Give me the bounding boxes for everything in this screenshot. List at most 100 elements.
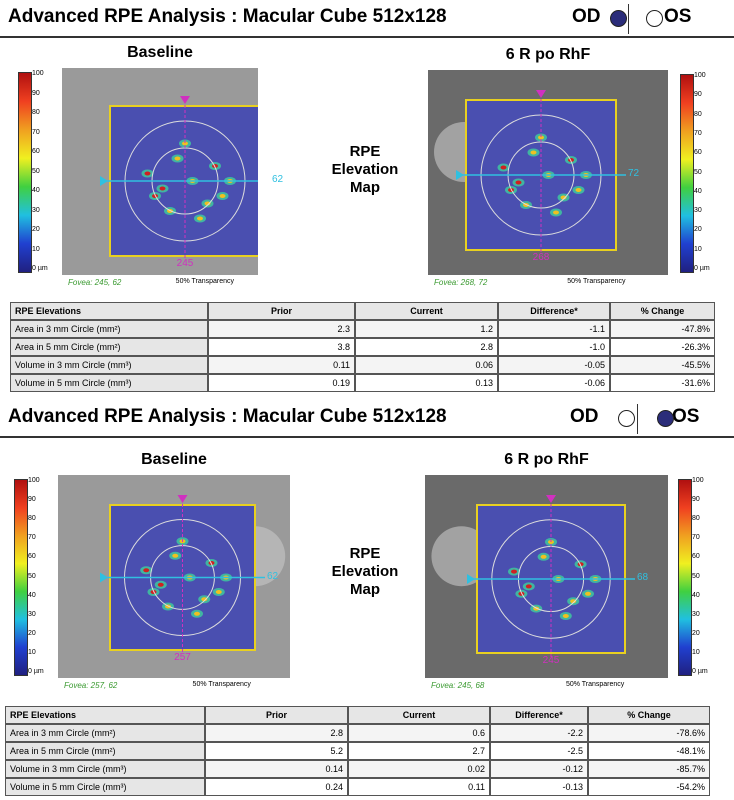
- left-marker: [467, 574, 475, 584]
- table-cell: -78.6%: [588, 724, 710, 742]
- od-label: OD: [572, 6, 601, 27]
- left-marker: [456, 170, 464, 180]
- colorbar-label: 10: [32, 245, 40, 253]
- colorbar-label: 80: [32, 109, 40, 116]
- colorbar-label: 10: [28, 648, 36, 656]
- colorbar-label: 90: [28, 496, 36, 504]
- image-title: Baseline: [127, 44, 193, 61]
- table-cell: -2.2: [490, 724, 588, 742]
- table-cell: -0.12: [490, 760, 588, 778]
- x-marker: 268: [532, 252, 550, 263]
- table-cell: -1.1: [498, 320, 610, 338]
- table-cell: 0.11: [348, 778, 490, 796]
- table-cell: Volume in 5 mm Circle (mm³): [10, 374, 208, 392]
- top-marker: [536, 90, 546, 98]
- colorbar-label: 30: [692, 610, 700, 618]
- elevation-peak: [159, 186, 166, 191]
- colorbar-label: 60: [692, 553, 700, 561]
- colorbar-label: 40: [694, 187, 702, 195]
- eye-separator: [637, 404, 638, 434]
- table-cell: -54.2%: [588, 778, 710, 796]
- colorbar-label: 30: [32, 206, 40, 214]
- table-cell: 2.3: [208, 320, 355, 338]
- elevation-peak: [553, 210, 559, 215]
- table-cell: -45.5%: [610, 356, 715, 374]
- colorbar-label: 70: [28, 534, 36, 542]
- table-cell: -0.06: [498, 374, 610, 392]
- colorbar-label: 0 µm: [32, 265, 48, 272]
- table-cell: 0.06: [355, 356, 498, 374]
- elevation-peak: [219, 194, 226, 198]
- elevation-peak: [562, 614, 569, 618]
- elevation-peak: [570, 599, 577, 604]
- elevation-peak: [157, 582, 164, 587]
- fovea-label: Fovea: 245, 62: [68, 278, 122, 287]
- colorbar-label: 40: [32, 187, 40, 194]
- image-title: Baseline: [141, 451, 207, 468]
- map-label: Elevation: [331, 563, 399, 580]
- colorbar-label: 90: [694, 91, 702, 99]
- left-marker: [100, 572, 108, 583]
- top-marker: [177, 495, 188, 503]
- colorbar-label: 100: [28, 477, 40, 484]
- elevation-peak: [575, 188, 582, 192]
- colorbar-label: 80: [28, 515, 36, 523]
- colorbar-label: 80: [692, 515, 700, 523]
- table-cell: 0.19: [208, 374, 355, 392]
- table-cell: 3.8: [208, 338, 355, 356]
- elevation-peak: [585, 591, 591, 596]
- colorbar-label: 30: [28, 610, 36, 618]
- colorbar-label: 70: [694, 129, 702, 137]
- table-cell: 0.11: [208, 356, 355, 374]
- elevation-peak: [560, 195, 567, 200]
- elevation-peak: [540, 554, 547, 559]
- colorbar-label: 40: [692, 591, 700, 599]
- os-label: OS: [672, 406, 700, 427]
- y-marker: 68: [637, 572, 649, 583]
- colorbar-label: 90: [32, 89, 40, 97]
- colorbar-label: 100: [32, 70, 44, 77]
- colorbar-label: 0 µm: [28, 668, 44, 675]
- table-cell: -31.6%: [610, 374, 715, 392]
- colorbar-label: 20: [692, 629, 700, 637]
- fovea-label: Fovea: 257, 62: [64, 681, 118, 690]
- eye-dot-empty: [618, 410, 635, 427]
- table-cell: 0.13: [355, 374, 498, 392]
- table-cell: -0.13: [490, 778, 588, 796]
- header-rule: [0, 36, 734, 38]
- elevation-peak: [174, 156, 181, 161]
- elevation-peak: [511, 569, 517, 574]
- table-cell: Area in 5 mm Circle (mm²): [5, 742, 205, 760]
- y-marker: 62: [267, 570, 279, 582]
- colorbar-label: 20: [694, 226, 702, 234]
- colorbar-label: 100: [692, 477, 704, 484]
- y-marker: 62: [272, 174, 284, 185]
- colorbar-label: 50: [694, 168, 702, 176]
- table-cell: -85.7%: [588, 760, 710, 778]
- table-header: Current: [348, 706, 490, 724]
- map-label: RPE: [349, 545, 381, 562]
- table-cell: 5.2: [205, 742, 348, 760]
- elevation-peak: [538, 135, 544, 140]
- colorbar-label: 80: [694, 110, 702, 118]
- fovea-label: Fovea: 245, 68: [431, 681, 485, 690]
- colorbar: [680, 74, 694, 273]
- table-cell: -48.1%: [588, 742, 710, 760]
- top-marker: [180, 96, 190, 104]
- map-label: Map: [350, 581, 380, 598]
- colorbar: [678, 479, 692, 676]
- header-title: Advanced RPE Analysis : Macular Cube 512…: [8, 6, 447, 27]
- colorbar-label: 60: [694, 149, 702, 157]
- elevation-peak: [525, 584, 532, 589]
- table-cell: -0.05: [498, 356, 610, 374]
- table-cell: Area in 3 mm Circle (mm²): [10, 320, 208, 338]
- top-marker: [546, 495, 556, 503]
- map-label: RPE: [349, 143, 381, 160]
- table-cell: Volume in 5 mm Circle (mm³): [5, 778, 205, 796]
- eye-separator: [628, 4, 629, 34]
- elevation-peak: [215, 590, 222, 594]
- colorbar-label: 50: [692, 572, 700, 580]
- transparency-label: 50% Transparency: [567, 278, 626, 285]
- elevation-peak: [500, 165, 507, 170]
- colorbar-label: 50: [32, 167, 40, 175]
